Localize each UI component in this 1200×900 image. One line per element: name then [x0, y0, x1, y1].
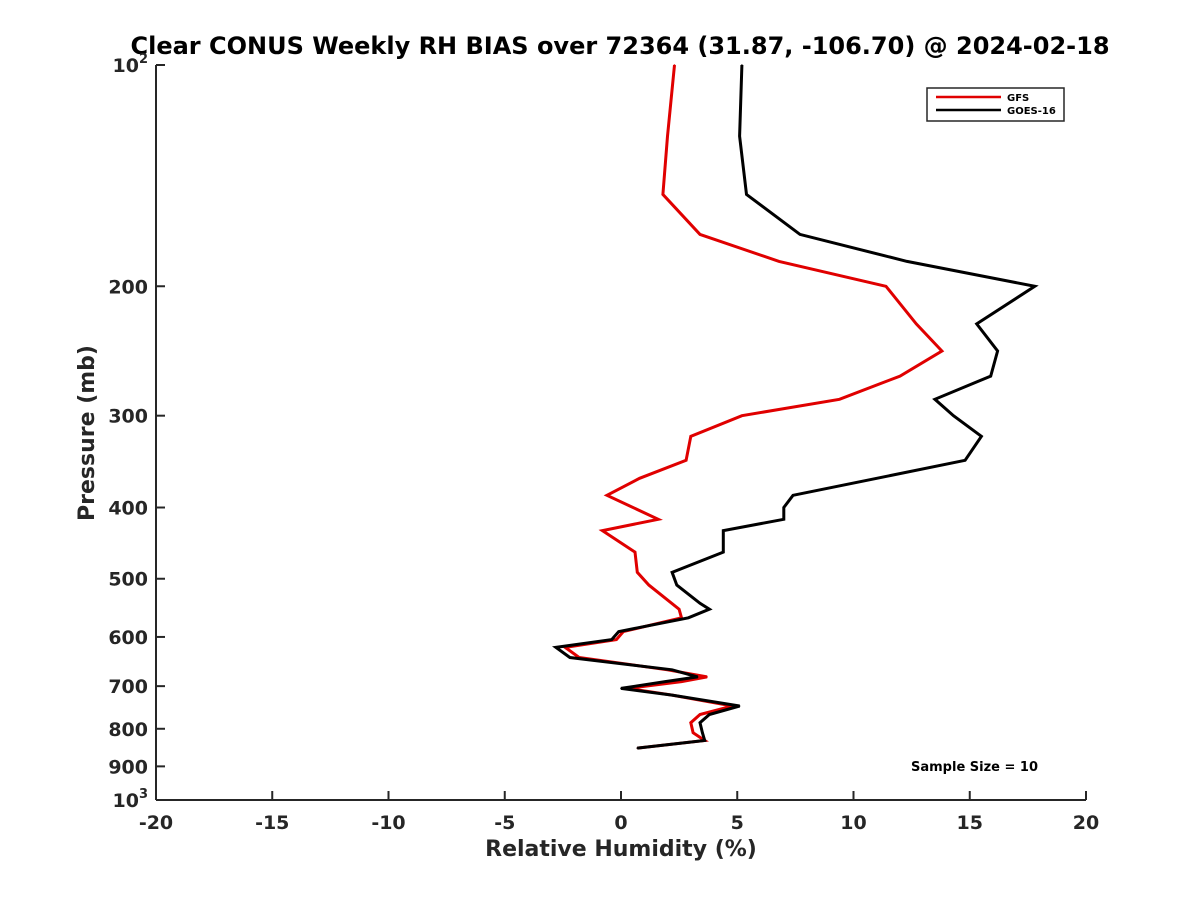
series-point-gfs-17 — [634, 551, 636, 553]
x-tick-label: 10 — [840, 812, 866, 834]
series-point-gfs-32 — [699, 713, 701, 716]
series-point-goes16-14 — [792, 494, 794, 497]
series-point-gfs-13 — [638, 477, 641, 480]
series-point-goes16-23 — [687, 617, 690, 619]
x-tick-label: 0 — [614, 812, 627, 834]
series-point-goes16-35 — [699, 721, 701, 724]
series-point-gfs-23 — [615, 638, 618, 641]
series-point-gfs-18 — [636, 571, 639, 574]
x-tick-label: 20 — [1073, 812, 1099, 834]
series-point-goes16-17 — [722, 529, 725, 532]
series-point-gfs-20 — [678, 608, 680, 610]
legend-label-gfs: GFS — [1007, 93, 1029, 104]
y-tick-label: 900 — [108, 756, 148, 778]
sample-size-annotation: Sample Size = 10 — [911, 760, 1038, 775]
series-point-goes16-37 — [703, 739, 706, 742]
series-point-gfs-28 — [680, 680, 683, 683]
series-point-goes16-38 — [636, 747, 639, 749]
series-point-gfs-4 — [778, 260, 780, 263]
series-point-goes16-33 — [738, 705, 741, 707]
y-tick-label: 400 — [108, 498, 148, 520]
legend-label-goes16: GOES-16 — [1007, 106, 1056, 117]
series-point-goes16-29 — [696, 676, 699, 678]
series-point-goes16-4 — [906, 260, 908, 263]
legend-box — [926, 87, 1065, 122]
series-point-goes16-13 — [876, 477, 878, 480]
y-tick-label: 103 — [113, 787, 149, 812]
series-point-goes16-22 — [708, 608, 711, 610]
y-tick-label: 300 — [108, 406, 148, 428]
series-point-goes16-18 — [722, 551, 725, 553]
series-point-goes16-31 — [620, 687, 622, 690]
y-tick-label: 700 — [108, 676, 148, 698]
series-point-goes16-19 — [671, 571, 673, 574]
x-tick-label: -10 — [371, 812, 405, 834]
x-tick-label: -5 — [494, 812, 515, 834]
series-point-goes16-27 — [569, 656, 571, 659]
series-point-goes16-5 — [1034, 285, 1036, 288]
y-tick-label: 102 — [113, 52, 149, 77]
x-ticks: -20 -15 -10 -5 0 5 10 15 20 — [139, 791, 1099, 834]
series-point-goes16-32 — [671, 694, 673, 696]
chart-title: Clear CONUS Weekly RH BIAS over 72364 (3… — [130, 32, 1109, 60]
x-tick-label: -15 — [255, 812, 289, 834]
series-point-goes16-28 — [671, 669, 673, 671]
legend: GFS GOES-16 — [926, 87, 1065, 122]
series-point-goes16-26 — [555, 646, 557, 649]
series-point-goes16-10 — [952, 414, 955, 417]
series-point-goes16-2 — [745, 193, 748, 196]
series-point-goes16-9 — [934, 398, 936, 401]
x-axis-label: Relative Humidity (%) — [485, 837, 757, 862]
series-point-gfs-2 — [662, 193, 664, 196]
series-point-gfs-7 — [941, 350, 943, 352]
series-point-goes16-0 — [741, 64, 743, 66]
series-point-goes16-20 — [676, 584, 678, 586]
series-point-goes16-8 — [989, 375, 992, 377]
y-tick-label: 200 — [108, 276, 148, 298]
x-tick-label: -20 — [139, 812, 173, 834]
series-point-gfs-3 — [699, 233, 701, 236]
series-layer — [551, 64, 1039, 750]
series-point-goes16-21 — [699, 602, 701, 605]
y-tick-label: 500 — [108, 569, 148, 591]
series-point-goes16-3 — [799, 233, 801, 236]
series-point-gfs-0 — [673, 64, 676, 66]
y-ticks: 102 200 300 400 500 600 700 800 900 103 — [108, 52, 165, 812]
series-point-goes16-1 — [738, 135, 741, 137]
series-point-goes16-30 — [664, 680, 666, 683]
series-point-goes16-24 — [617, 630, 620, 633]
series-point-gfs-33 — [690, 721, 692, 724]
series-point-goes16-6 — [975, 323, 978, 325]
series-point-gfs-5 — [885, 285, 887, 288]
series-point-gfs-16 — [601, 529, 604, 532]
series-point-gfs-1 — [666, 135, 669, 137]
series-point-goes16-7 — [996, 350, 999, 352]
series-point-goes16-16 — [783, 518, 785, 521]
series-point-gfs-6 — [915, 323, 918, 325]
series-point-gfs-9 — [838, 398, 841, 401]
x-tick-label: 15 — [957, 812, 983, 834]
series-point-gfs-11 — [690, 435, 692, 438]
series-point-gfs-15 — [657, 518, 659, 521]
series-point-gfs-27 — [706, 676, 708, 678]
series-point-gfs-12 — [685, 459, 687, 462]
x-tick-label: 5 — [731, 812, 744, 834]
series-point-gfs-19 — [648, 584, 650, 586]
series-point-goes16-36 — [701, 731, 704, 734]
series-point-goes16-11 — [980, 435, 983, 438]
series-point-goes16-25 — [610, 638, 613, 641]
y-tick-label: 600 — [108, 627, 148, 649]
series-point-goes16-12 — [964, 459, 966, 462]
series-line-gfs — [561, 64, 945, 750]
series-point-gfs-10 — [741, 414, 743, 417]
series-point-gfs-14 — [606, 494, 608, 497]
series-point-goes16-15 — [783, 506, 785, 509]
y-axis-label: Pressure (mb) — [75, 345, 100, 521]
y-tick-label: 800 — [108, 719, 148, 741]
series-point-gfs-8 — [899, 375, 901, 377]
series-point-gfs-34 — [692, 731, 694, 734]
series-point-goes16-34 — [708, 713, 711, 716]
